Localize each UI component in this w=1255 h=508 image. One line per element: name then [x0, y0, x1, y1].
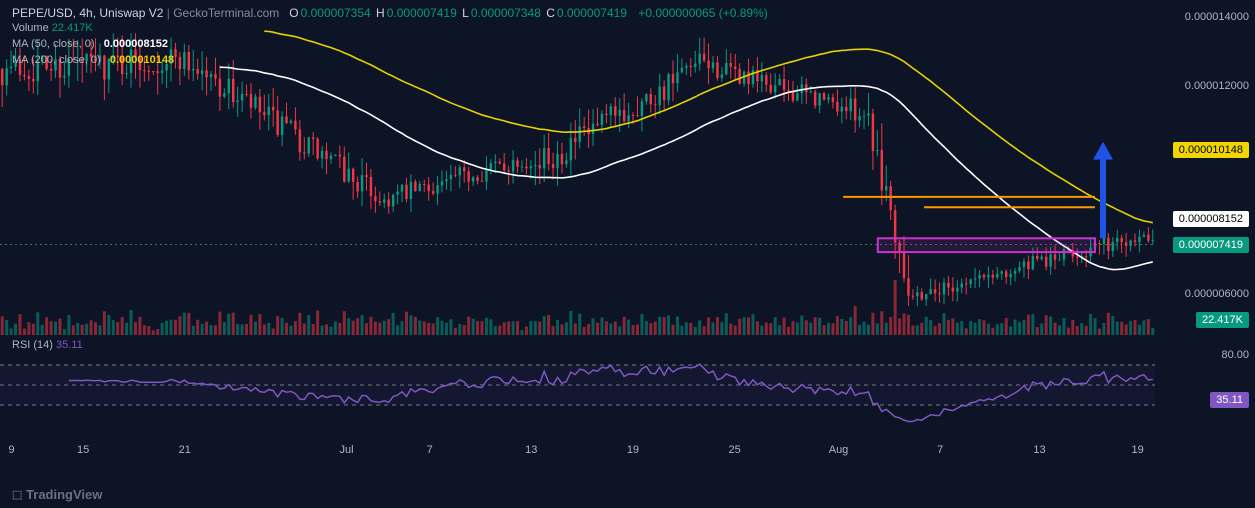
rsi-tick: 80.00	[1221, 349, 1249, 361]
ohlc: O0.000007354 H0.000007419 L0.000007348 C…	[289, 6, 770, 20]
price-label: 0.000007419	[1173, 237, 1249, 253]
rsi-current-label: 35.11	[1210, 392, 1249, 408]
time-tick: 13	[1033, 444, 1045, 456]
price-tick: 0.000006000	[1185, 288, 1249, 300]
price-label: 0.000008152	[1173, 211, 1249, 227]
ma50-indicator-label: MA (50, close, 0) 0.000008152	[12, 38, 168, 50]
price-label: 0.000010148	[1173, 142, 1249, 158]
source[interactable]: GeckoTerminal.com	[173, 6, 279, 20]
rsi-overlay	[0, 335, 1155, 435]
price-tick: 0.000014000	[1185, 11, 1249, 23]
volume-indicator-label: Volume 22.417K	[12, 22, 93, 34]
time-tick: 25	[728, 444, 740, 456]
volume-axis-label: 22.417K	[1196, 312, 1249, 328]
time-tick: Aug	[829, 444, 849, 456]
price-tick: 0.000012000	[1185, 80, 1249, 92]
time-tick: 13	[525, 444, 537, 456]
chart-container: PEPE/USD, 4h, Uniswap V2 | GeckoTerminal…	[0, 0, 1255, 508]
time-tick: Jul	[339, 444, 353, 456]
time-tick: 21	[179, 444, 191, 456]
price-overlay	[0, 0, 1155, 335]
ma200-indicator-label: MA (200, close, 0) 0.000010148	[12, 54, 174, 66]
price-axis[interactable]: 0.000014000 0.000012000 0.000006000 0.00001…	[1155, 0, 1255, 335]
price-chart[interactable]	[0, 0, 1155, 335]
rsi-label: RSI (14) 35.11	[12, 339, 83, 351]
time-tick: 7	[937, 444, 943, 456]
time-tick: 19	[1132, 444, 1144, 456]
time-tick: 15	[77, 444, 89, 456]
rsi-pane[interactable]: RSI (14) 35.11	[0, 335, 1155, 435]
rsi-axis[interactable]: 80.00 35.11	[1155, 335, 1255, 435]
time-tick: 7	[427, 444, 433, 456]
tradingview-watermark: ⬚ TradingView	[12, 487, 102, 502]
time-tick: 19	[627, 444, 639, 456]
time-axis[interactable]: 9 15 21 Jul 7 13 19 25 Aug 7 13 19	[0, 440, 1155, 470]
symbol[interactable]: PEPE/USD, 4h, Uniswap V2	[12, 6, 163, 20]
time-tick: 9	[8, 444, 14, 456]
symbol-header: PEPE/USD, 4h, Uniswap V2 | GeckoTerminal…	[12, 6, 770, 20]
